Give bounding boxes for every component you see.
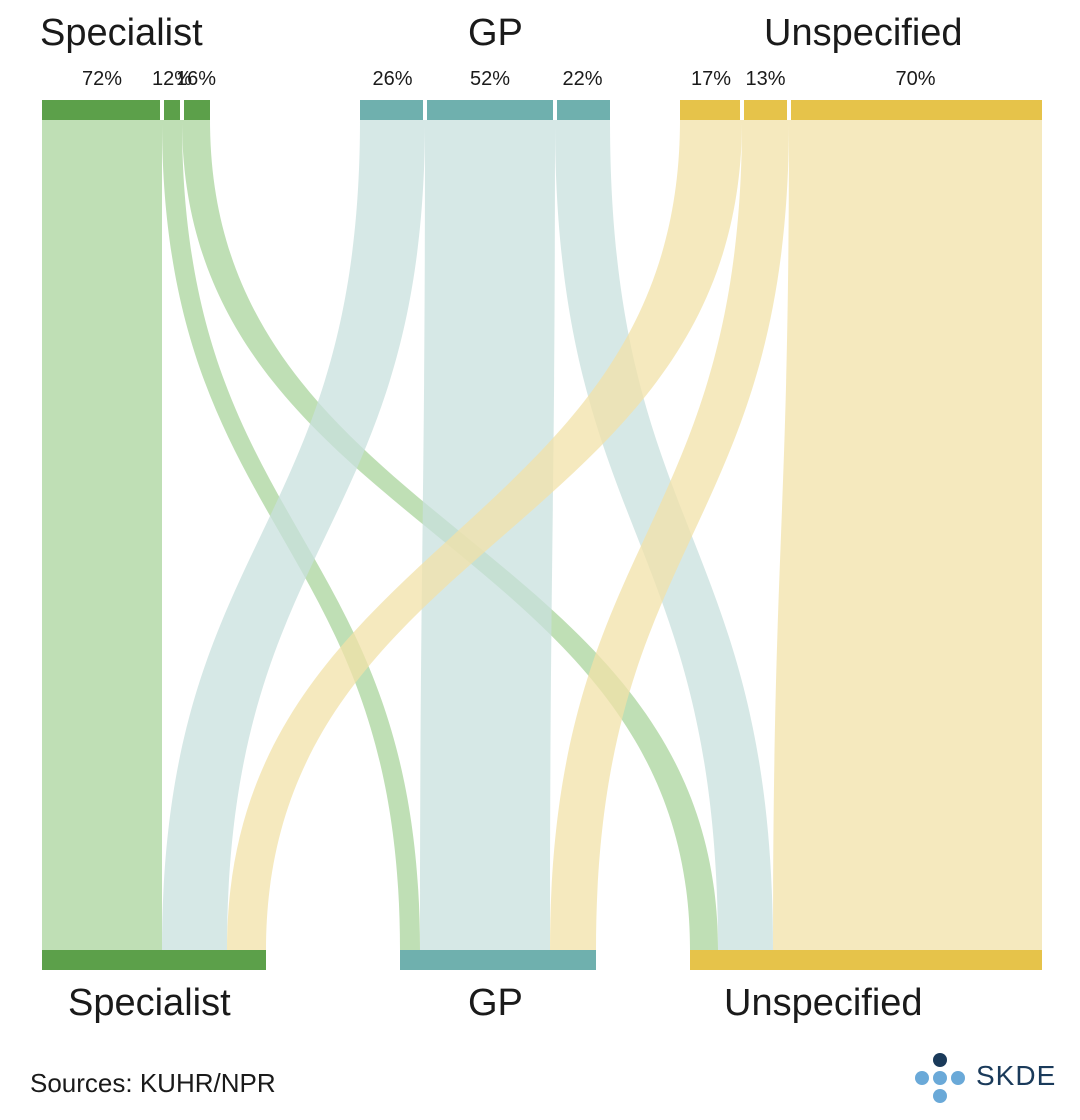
logo-icon bbox=[912, 1050, 968, 1111]
sankey-chart bbox=[0, 0, 1080, 1120]
sources-label: Sources: KUHR/NPR bbox=[30, 1068, 276, 1099]
logo-text: SKDE bbox=[976, 1060, 1056, 1092]
